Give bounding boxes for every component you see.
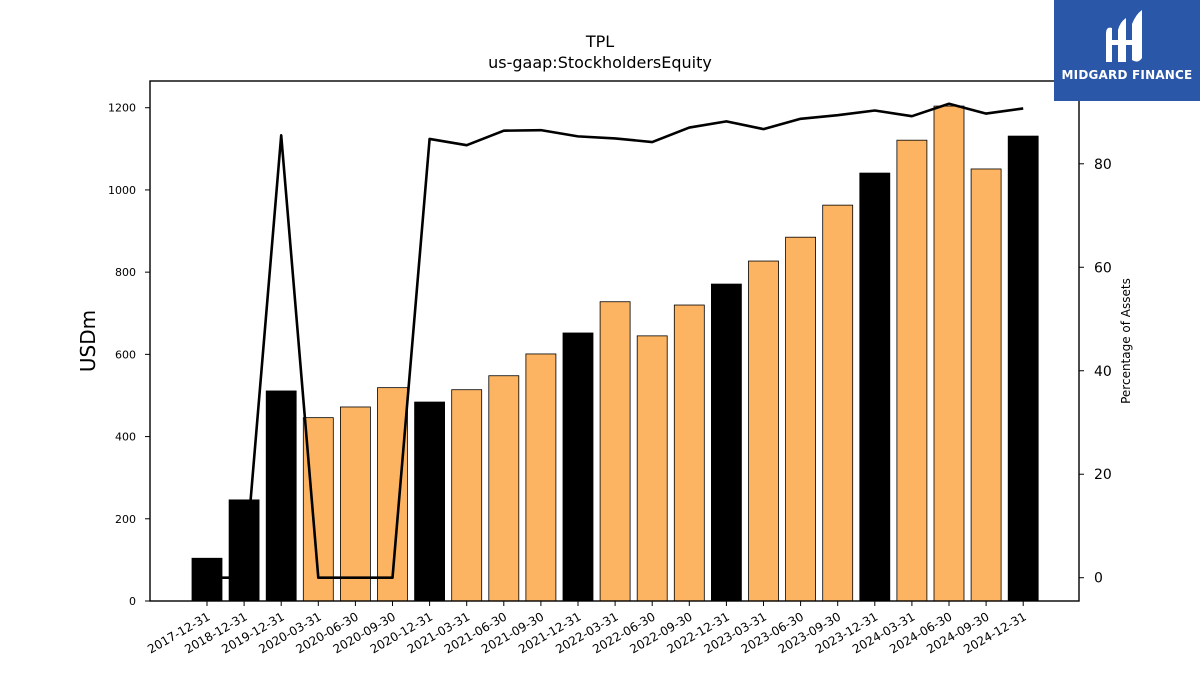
bar xyxy=(933,105,965,602)
bar xyxy=(339,406,371,602)
logo-text: MIDGARD FINANCE xyxy=(1061,68,1193,82)
chart-subtitle: us-gaap:StockholdersEquity xyxy=(488,53,712,72)
bar xyxy=(599,301,631,602)
y2-axis-label: Percentage of Assets xyxy=(1119,278,1133,404)
bar xyxy=(265,390,297,602)
y-axis-label: USDm xyxy=(76,310,100,372)
bar xyxy=(414,401,446,602)
plot-frame xyxy=(149,80,1080,602)
bar xyxy=(488,375,520,602)
logo: MIDGARD FINANCE xyxy=(1054,0,1200,101)
y2-tick-label: 0 xyxy=(1094,571,1103,587)
bar xyxy=(451,389,483,602)
percentage-line xyxy=(207,102,1024,580)
bar xyxy=(822,204,854,602)
y-tick-label: 400 xyxy=(115,431,136,444)
y-tick-label: 0 xyxy=(129,595,136,608)
bar xyxy=(711,283,742,602)
bar xyxy=(785,236,816,602)
y-tick-label: 200 xyxy=(115,513,136,526)
y-tick-label: 1000 xyxy=(108,184,136,197)
bar xyxy=(1007,135,1039,602)
y2-tick-label: 20 xyxy=(1094,467,1112,483)
bar xyxy=(562,332,594,602)
bar xyxy=(191,557,223,602)
chart-title: TPL xyxy=(585,32,615,51)
y-tick-label: 1200 xyxy=(108,102,136,115)
bar xyxy=(636,335,668,602)
bar xyxy=(896,139,928,602)
bar xyxy=(748,260,779,602)
logo-mark-icon xyxy=(1106,10,1142,63)
y-tick-label: 600 xyxy=(115,348,136,361)
y-tick-label: 800 xyxy=(115,266,136,279)
y2-tick-label: 40 xyxy=(1094,364,1112,380)
bar xyxy=(859,172,891,602)
y2-tick-label: 60 xyxy=(1094,260,1112,276)
bar xyxy=(673,304,705,602)
y2-tick-label: 80 xyxy=(1094,157,1112,173)
bar xyxy=(525,353,557,602)
bar xyxy=(228,499,260,602)
bar xyxy=(970,168,1002,602)
